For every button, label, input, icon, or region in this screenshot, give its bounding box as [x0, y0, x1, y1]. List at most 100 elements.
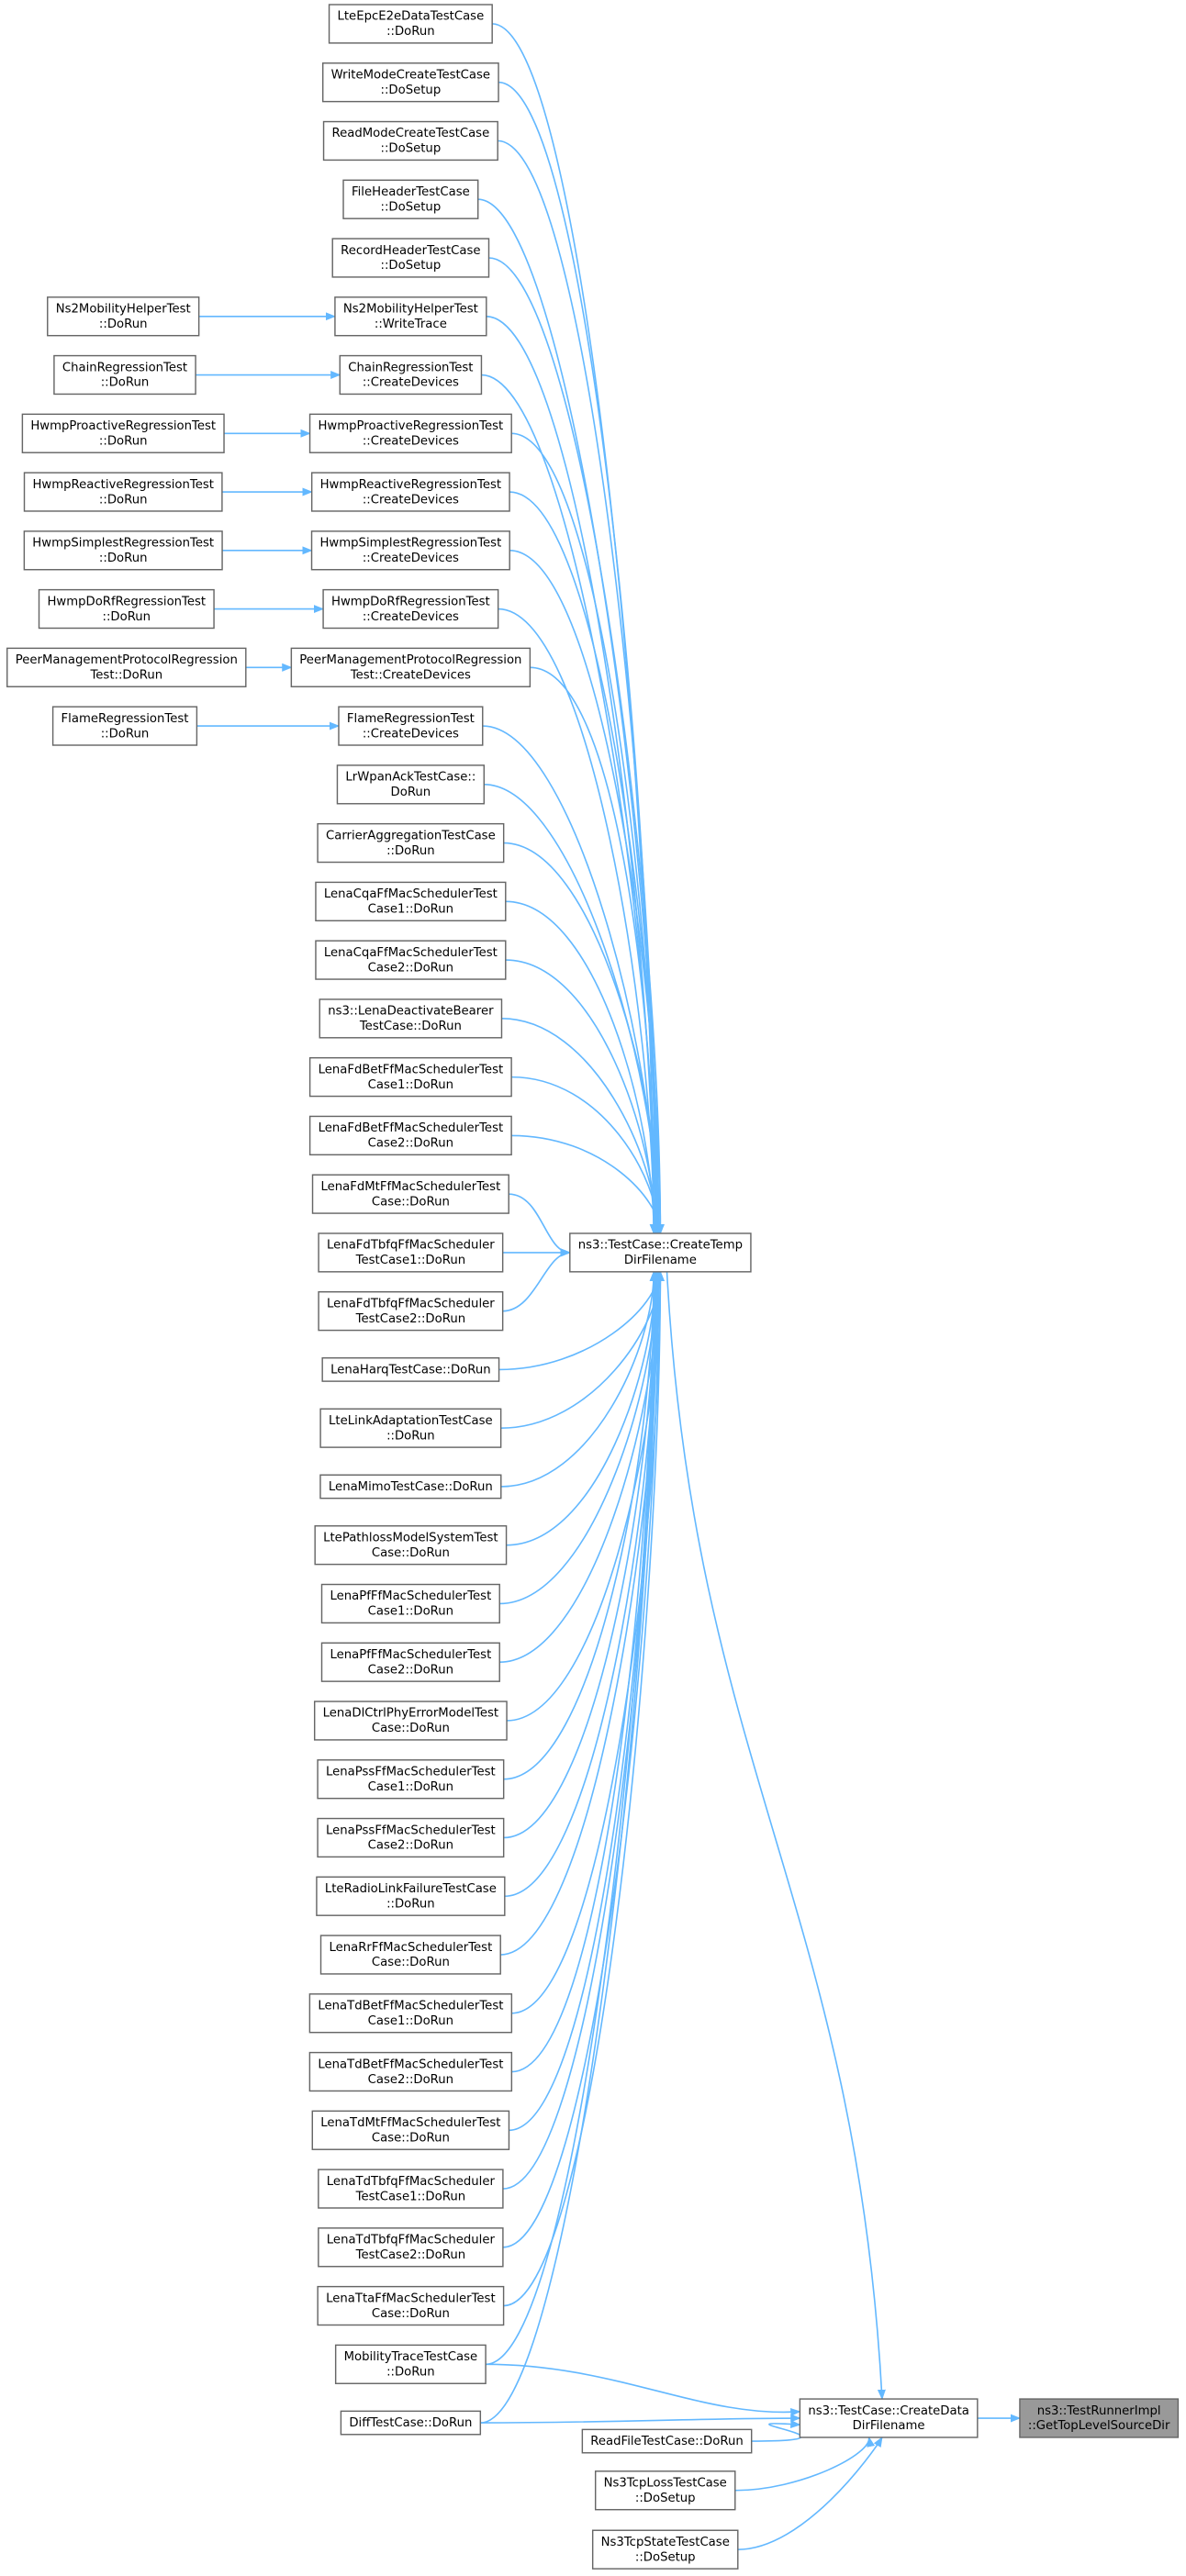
node-box [339, 354, 483, 396]
node-label: ::DoRun [102, 610, 151, 624]
node-box [308, 1993, 513, 2034]
node: LenaHarqTestCase::DoRun [321, 1356, 500, 1382]
node: ReadFileTestCase::DoRun [581, 2428, 753, 2454]
node: HwmpSimplestRegressionTest::DoRun [23, 530, 223, 571]
node-box [317, 2285, 505, 2326]
node-label: LenaFdMtFfMacSchedulerTest [320, 1180, 500, 1194]
node-label: TestCase1::DoRun [355, 1254, 465, 1267]
node-label: ChainRegressionTest [62, 361, 187, 374]
edge [506, 1270, 660, 1546]
node-box [594, 2470, 736, 2511]
edge [480, 1270, 660, 2424]
node-box [311, 1174, 509, 1214]
edge [482, 725, 662, 1235]
node-label: LteEpcE2eDataTestCase [338, 10, 485, 24]
node-label: HwmpDoRfRegressionTest [47, 595, 206, 608]
node: FlameRegressionTest::DoRun [51, 706, 198, 746]
node-label: ::DoSetup [381, 200, 442, 214]
node-label: ::CreateDevices [363, 727, 459, 741]
node: Ns2MobilityHelperTest::DoRun [47, 296, 200, 337]
node: LteRadioLinkFailureTestCase::DoRun [316, 1876, 506, 1916]
node-label: Ns2MobilityHelperTest [343, 303, 478, 317]
node-label: LteLinkAdaptationTestCase [329, 1414, 493, 1428]
node: HwmpReactiveRegressionTest::DoRun [23, 472, 223, 512]
node-label: DirFilename [853, 2419, 925, 2433]
node-label: HwmpReactiveRegressionTest [320, 478, 502, 492]
node-box [321, 62, 499, 103]
edge [480, 2414, 801, 2424]
node-label: LtePathlossModelSystemTest [323, 1531, 498, 1544]
node-label: HwmpReactiveRegressionTest [32, 478, 214, 492]
edge [503, 1270, 665, 2307]
node-box [313, 1701, 508, 1741]
node-label: ::DoSetup [381, 259, 442, 273]
node-label: MobilityTraceTestCase [344, 2350, 478, 2364]
edge [503, 1270, 658, 1780]
node-label: Case1::DoRun [368, 1605, 453, 1619]
node-label: ChainRegressionTest [348, 361, 473, 374]
edge [498, 1270, 664, 1371]
edge [734, 2436, 876, 2492]
node-box [1019, 2398, 1180, 2438]
node-box [38, 588, 215, 630]
node-label: FlameRegressionTest [347, 712, 475, 726]
node-label: ::CreateDevices [363, 552, 459, 565]
node-label: Case1::DoRun [368, 1078, 453, 1092]
edges [196, 23, 1022, 2550]
node-box [53, 354, 196, 396]
node: LteLinkAdaptationTestCase::DoRun [319, 1408, 502, 1448]
node-box [315, 940, 507, 980]
node: HwmpDoRfRegressionTest::DoRun [38, 588, 215, 630]
node-label: ::CreateDevices [363, 435, 459, 449]
edge [505, 900, 658, 1235]
edge [509, 491, 664, 1235]
node-box [581, 2428, 753, 2454]
node-label: Case::DoRun [372, 2307, 450, 2321]
node-label: FileHeaderTestCase [352, 185, 470, 199]
node-box [51, 706, 198, 746]
node-box [316, 1876, 506, 1916]
node: HwmpReactiveRegressionTest::CreateDevice… [310, 472, 510, 512]
node-label: ::DoSetup [635, 2550, 696, 2564]
node-label: LenaFdBetFfMacSchedulerTest [319, 1121, 504, 1135]
node-box [6, 647, 247, 687]
node-label: TestCase::DoRun [359, 1020, 462, 1033]
node-label: LenaPssFfMacSchedulerTest [326, 1823, 496, 1837]
node-label: Ns3TcpLossTestCase [604, 2477, 727, 2491]
node-label: ::DoRun [99, 318, 148, 331]
node-label: LenaFdBetFfMacSchedulerTest [319, 1063, 504, 1076]
edge [500, 1270, 664, 1956]
node-label: ::DoSetup [635, 2492, 696, 2505]
node-label: TestCase2::DoRun [355, 1312, 465, 1326]
node-label: LenaPfFfMacSchedulerTest [330, 1648, 491, 1662]
edge [503, 1270, 660, 1839]
node-box [21, 413, 225, 453]
node-label: ::DoRun [386, 1897, 435, 1911]
node-label: LenaTdTbfqFfMacScheduler [327, 2175, 496, 2189]
node-box [319, 1408, 502, 1448]
node-label: Ns3TcpStateTestCase [601, 2536, 730, 2549]
node-box [317, 1817, 505, 1858]
node: ChainRegressionTest::DoRun [53, 354, 196, 396]
node-box [290, 647, 531, 687]
node-label: LenaPssFfMacSchedulerTest [326, 1766, 496, 1779]
node-box [338, 706, 484, 746]
node-label: ::DoRun [99, 493, 148, 507]
node-label: HwmpProactiveRegressionTest [318, 419, 503, 433]
node-box [317, 1759, 505, 1800]
node-label: WriteModeCreateTestCase [331, 68, 490, 82]
node-label: LenaTdBetFfMacSchedulerTest [318, 2000, 503, 2013]
node-label: LenaTdBetFfMacSchedulerTest [318, 2057, 503, 2071]
node-label: Case::DoRun [372, 1722, 450, 1735]
